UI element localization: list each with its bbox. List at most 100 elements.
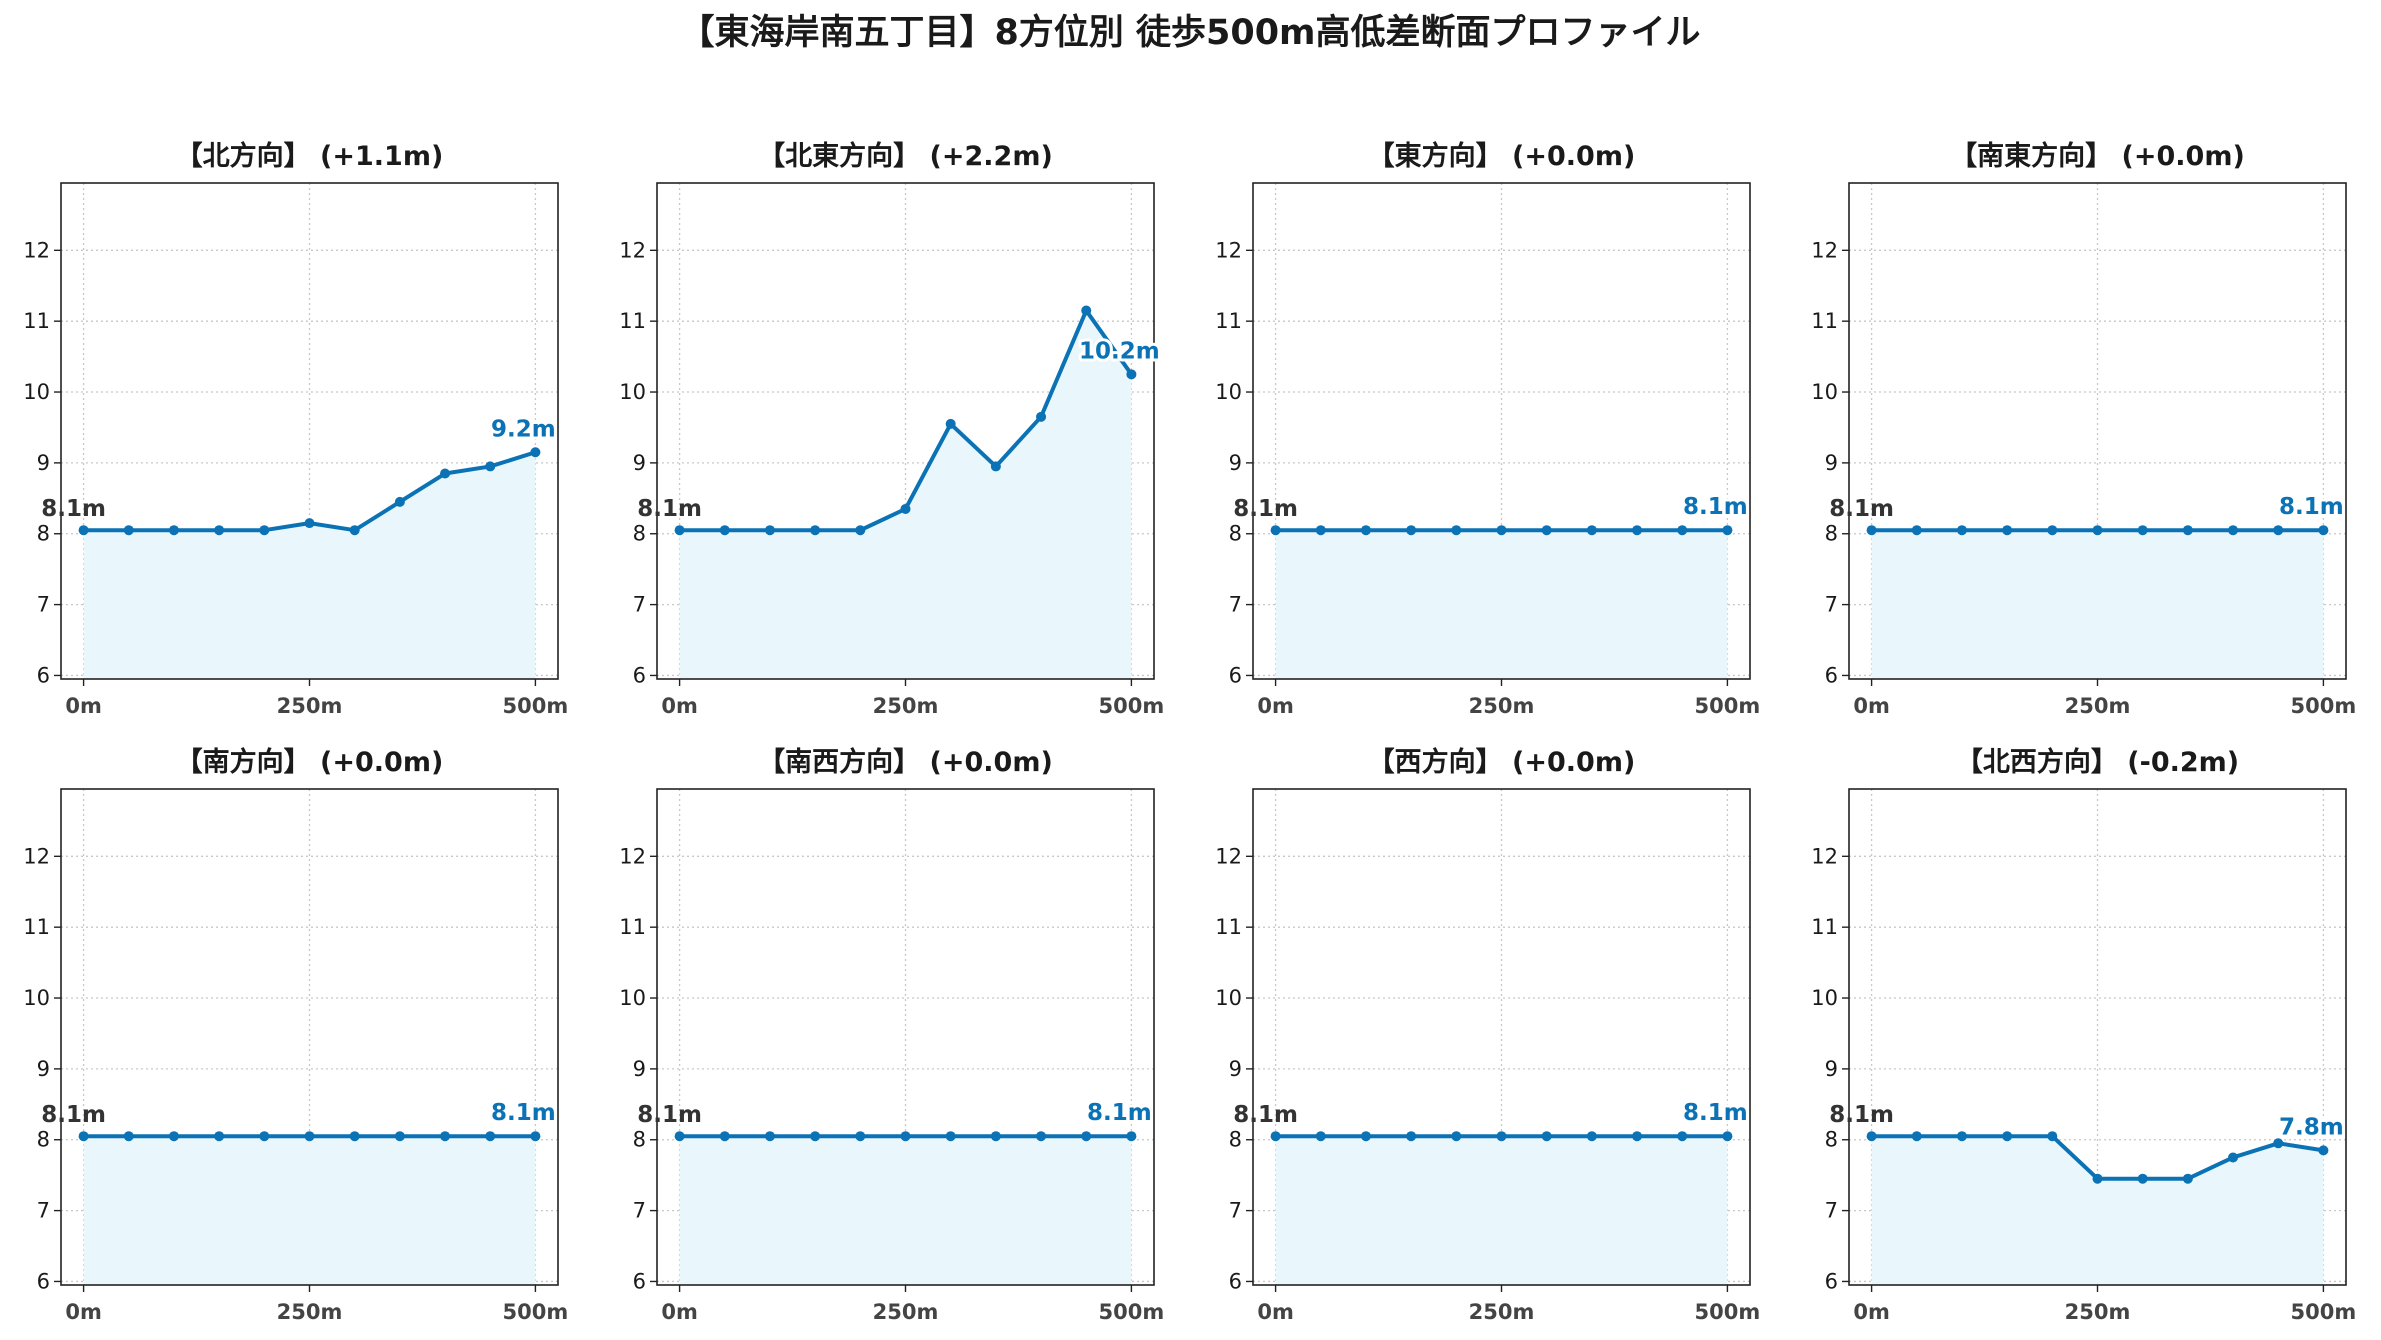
data-point [1722,1131,1733,1142]
y-tick-label: 7 [633,593,646,617]
data-point [1911,1131,1922,1142]
data-point [1541,1131,1552,1142]
y-tick-label: 8 [1825,522,1838,546]
y-tick-label: 11 [23,915,50,939]
x-tick-label: 500m [503,1300,569,1324]
y-tick-label: 7 [633,1199,646,1223]
data-point [2137,525,2148,536]
start-elevation-label: 8.1m [1829,496,1894,522]
start-elevation-label: 8.1m [1233,1102,1298,1128]
y-tick-label: 9 [1825,451,1838,475]
data-point [1911,525,1922,536]
y-tick-label: 12 [1811,238,1838,262]
data-point [304,1131,315,1142]
panel-title: 【北西方向】 (-0.2m) [1956,746,2239,778]
panel-title: 【東方向】 (+0.0m) [1368,140,1636,172]
data-point [1270,525,1281,536]
data-point [394,496,405,507]
data-point [78,525,89,536]
y-tick-label: 9 [37,451,50,475]
data-point [2182,525,2193,536]
y-tick-label: 7 [1229,593,1242,617]
start-elevation-label: 8.1m [637,1102,702,1128]
y-tick-label: 6 [37,663,50,687]
y-tick-label: 12 [23,238,50,262]
data-point [168,525,179,536]
y-tick-label: 7 [37,1199,50,1223]
panel-6: 【南西方向】 (+0.0m) 6 7 8 9 10 11 12 0m 250m 500m 8.1m 8.… [619,746,1164,1324]
x-tick-label: 500m [1099,1300,1165,1324]
figure-title: 【東海岸南五丁目】8方位別 徒歩500m高低差断面プロファイル [679,13,1700,53]
data-point [900,1131,911,1142]
y-tick-label: 11 [1215,309,1242,333]
profile-area [1275,1136,1728,1285]
y-tick-label: 12 [619,844,646,868]
panel-title: 【北方向】 (+1.1m) [176,140,444,172]
y-tick-label: 7 [1825,593,1838,617]
y-tick-label: 9 [1229,451,1242,475]
data-point [990,1131,1001,1142]
panel-8: 【北西方向】 (-0.2m) 6 7 8 9 10 11 12 0m 250m 500m 8.1m 7.… [1811,746,2356,1324]
y-tick-label: 8 [1229,1128,1242,1152]
y-tick-label: 11 [1215,915,1242,939]
y-tick-label: 12 [23,844,50,868]
y-tick-label: 8 [37,522,50,546]
data-point [2318,1145,2329,1156]
y-tick-label: 11 [1811,915,1838,939]
y-tick-label: 10 [1215,380,1242,404]
data-point [78,1131,89,1142]
panel-2: 【北東方向】 (+2.2m) 6 7 8 9 10 11 12 0m 250m 500m 8.1m 10… [619,140,1164,718]
end-elevation-label-halo: 8.1m [491,1100,556,1126]
data-point [1866,1131,1877,1142]
y-tick-label: 11 [1811,309,1838,333]
profile-area [83,452,536,679]
x-tick-label: 0m [661,694,698,718]
data-point [764,525,775,536]
data-point [1451,1131,1462,1142]
y-tick-label: 10 [1215,986,1242,1010]
data-point [900,503,911,514]
y-tick-label: 12 [1215,238,1242,262]
end-elevation-label: 9.2m [491,416,556,442]
end-elevation-label: 8.1m [1683,1100,1748,1126]
x-tick-label: 250m [2065,694,2131,718]
data-point [1632,525,1643,536]
data-point [1360,1131,1371,1142]
panel-5: 【南方向】 (+0.0m) 6 7 8 9 10 11 12 0m 250m 500m 8.1m 8.1… [23,746,568,1324]
data-point [2047,1131,2058,1142]
end-elevation-label: 8.1m [1683,494,1748,520]
data-point [719,1131,730,1142]
y-tick-label: 10 [1811,380,1838,404]
data-point [674,525,685,536]
y-tick-label: 6 [37,1269,50,1293]
data-point [1496,525,1507,536]
data-point [1126,369,1137,380]
profile-area [1871,1136,2324,1285]
panel-7: 【西方向】 (+0.0m) 6 7 8 9 10 11 12 0m 250m 500m 8.1m 8.1… [1215,746,1760,1324]
data-point [123,525,134,536]
y-tick-label: 9 [1229,1057,1242,1081]
data-point [674,1131,685,1142]
y-tick-label: 10 [1811,986,1838,1010]
end-elevation-label: 10.2m [1079,338,1160,364]
data-point [764,1131,775,1142]
x-tick-label: 0m [65,694,102,718]
data-point [1677,1131,1688,1142]
data-point [259,1131,270,1142]
data-point [719,525,730,536]
data-point [2092,525,2103,536]
y-tick-label: 12 [1215,844,1242,868]
data-point [2092,1173,2103,1184]
data-point [168,1131,179,1142]
data-point [2002,1131,2013,1142]
data-point [1496,1131,1507,1142]
end-elevation-label: 7.8m [2279,1114,2344,1140]
profile-area [679,310,1132,679]
data-point [2228,1152,2239,1163]
x-tick-label: 0m [661,1300,698,1324]
data-point [1866,525,1877,536]
y-tick-label: 7 [1229,1199,1242,1223]
data-point [1451,525,1462,536]
data-point [1036,1131,1047,1142]
x-tick-label: 0m [1853,694,1890,718]
